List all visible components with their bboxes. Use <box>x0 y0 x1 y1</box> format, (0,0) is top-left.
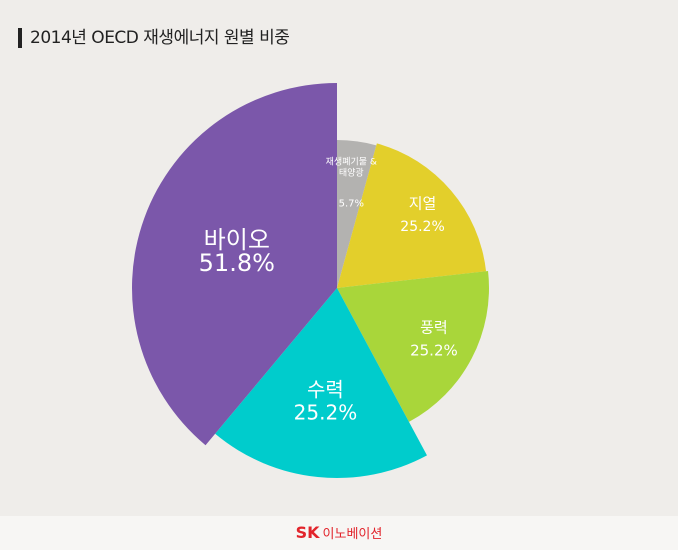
pie-slice <box>337 143 487 288</box>
slice-name: 수력 <box>307 377 344 402</box>
slice-name: 재생폐기물 & 태양광 <box>325 158 377 179</box>
slice-value: 25.2% <box>410 341 458 360</box>
pie-slice <box>215 288 427 478</box>
pie-slice <box>337 140 377 288</box>
slice-value: 5.7% <box>338 198 364 210</box>
footer: SK 이노베이션 <box>0 516 678 550</box>
slice-value: 25.2% <box>293 400 358 425</box>
chart <box>132 83 489 478</box>
brand-name: 이노베이션 <box>322 527 383 542</box>
pie-slice <box>132 83 337 446</box>
slice-name: 풍력 <box>420 318 448 337</box>
title: 2014년 OECD 재생에너지 원별 비중 <box>18 28 290 48</box>
slice-value: 51.8% <box>198 248 275 277</box>
slice-value: 25.2% <box>400 218 445 235</box>
pie-slice <box>337 270 489 422</box>
logo: SK <box>295 523 320 542</box>
slice-name: 지열 <box>408 194 437 213</box>
slice-name: 바이오 <box>203 225 270 254</box>
